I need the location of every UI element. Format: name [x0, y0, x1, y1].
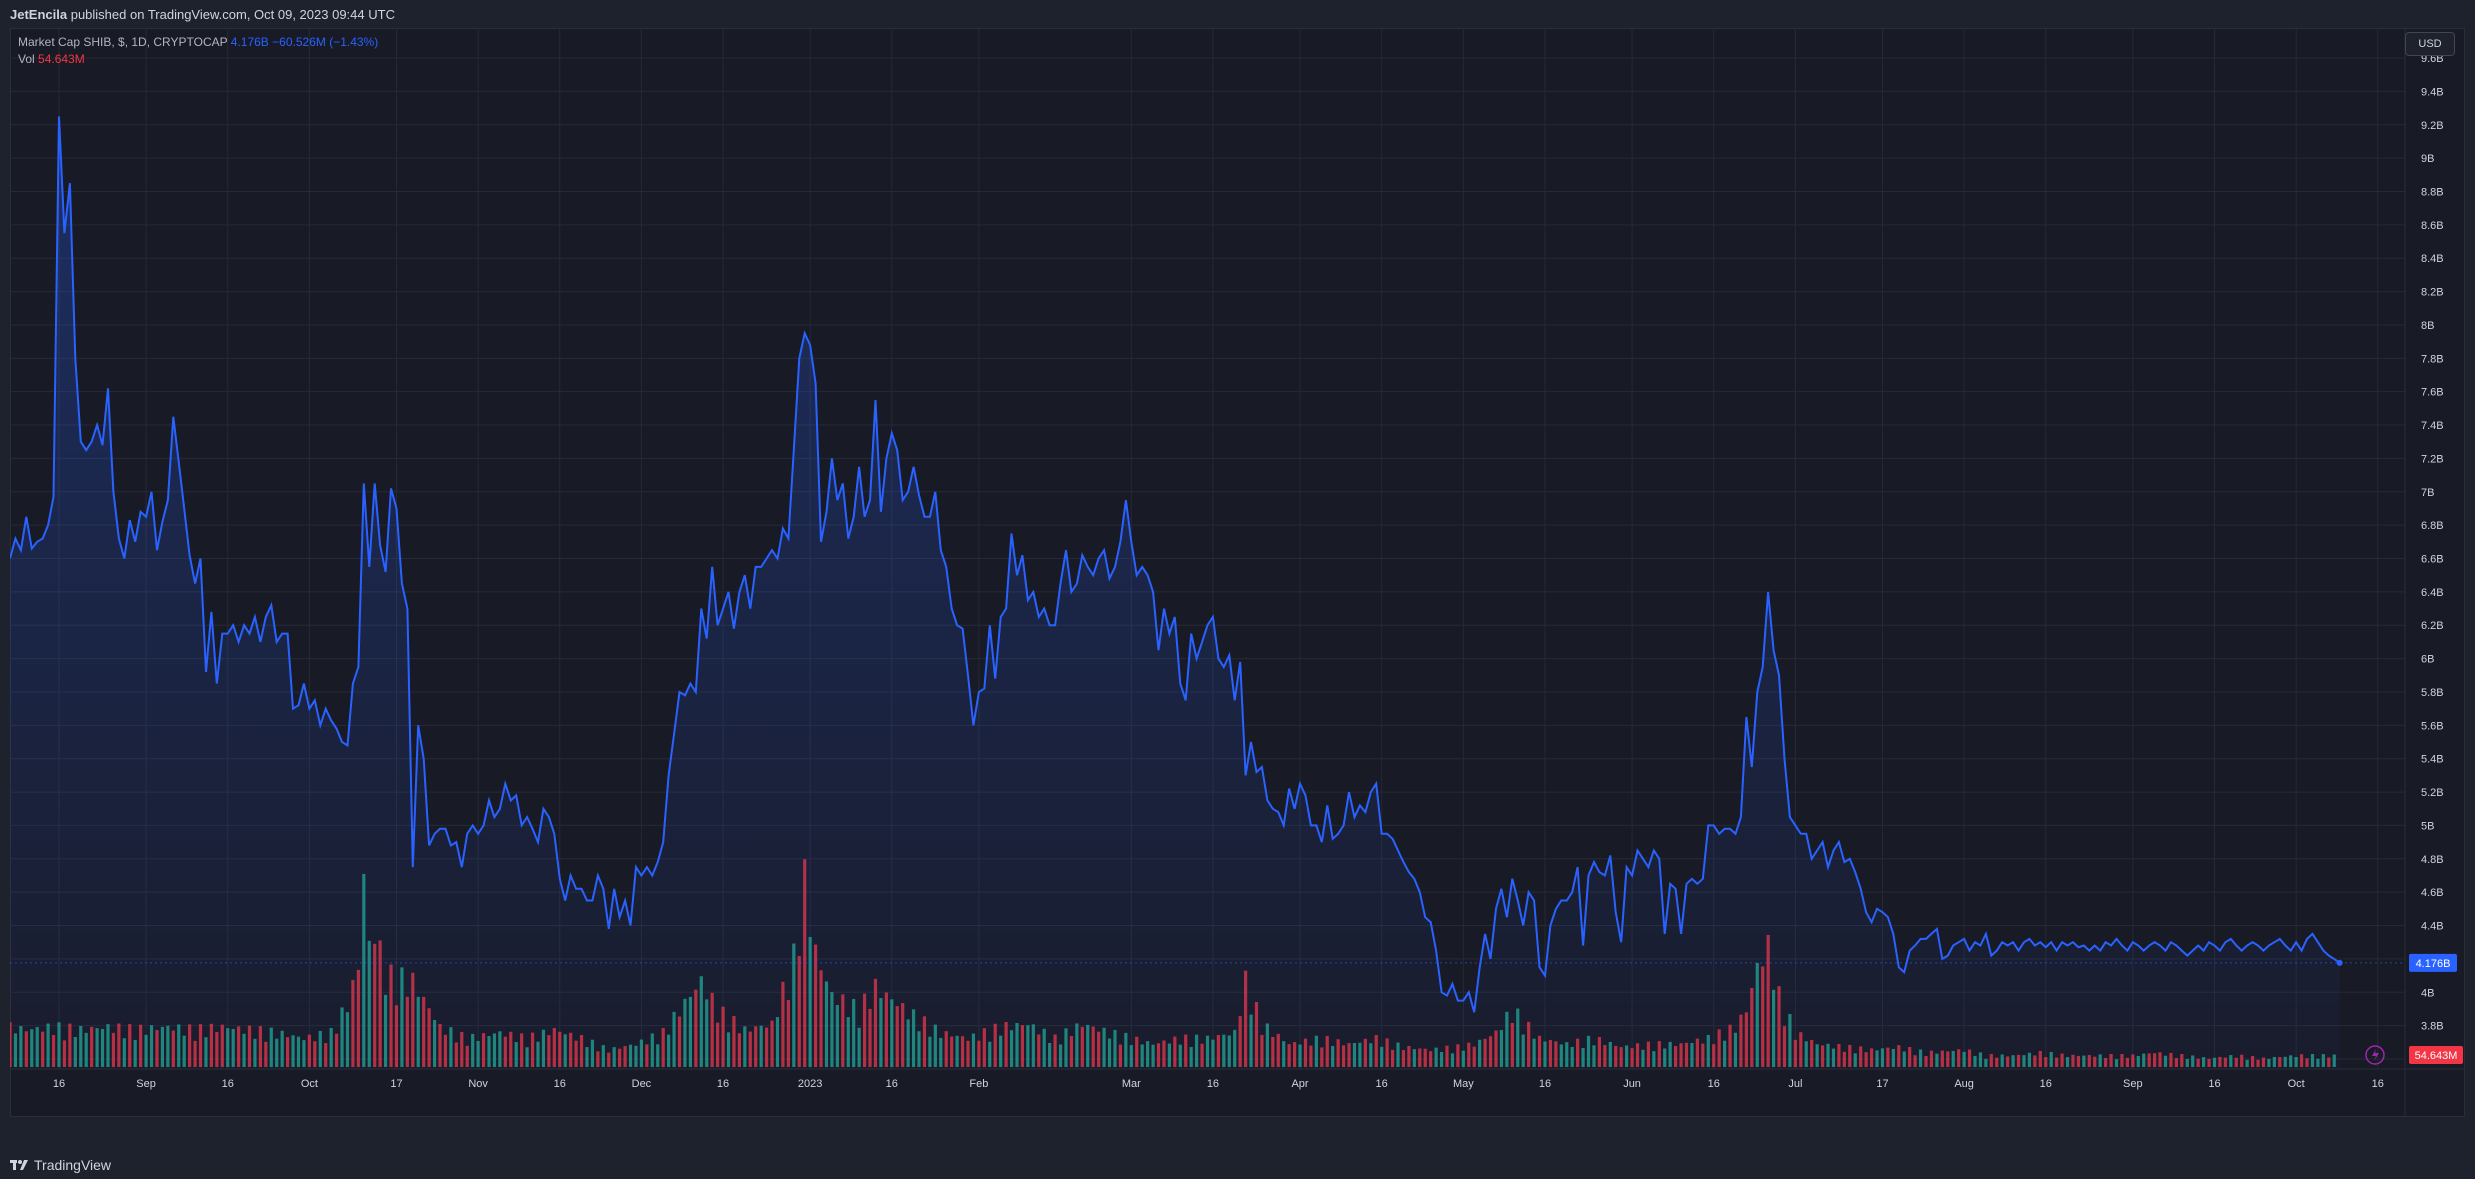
x-tick-label: 16	[222, 1078, 234, 1090]
header-bar: JetEncila published on TradingView.com, …	[0, 0, 2475, 28]
y-tick-label: 5.4B	[2421, 754, 2444, 766]
x-tick-label: Jul	[1788, 1078, 1802, 1090]
x-tick-label: Nov	[468, 1078, 488, 1090]
tradingview-logo-icon	[10, 1160, 28, 1170]
publish-info: JetEncila published on TradingView.com, …	[10, 7, 395, 22]
price-area	[10, 116, 2340, 1069]
y-tick-label: 6.2B	[2421, 620, 2444, 632]
x-tick-label: 16	[53, 1078, 65, 1090]
x-tick-label: Mar	[1122, 1078, 1141, 1090]
y-tick-label: 6.8B	[2421, 520, 2444, 532]
y-tick-label: 7.8B	[2421, 353, 2444, 365]
lightning-glyph	[2372, 1049, 2379, 1061]
published-text: published on TradingView.com, Oct 09, 20…	[70, 7, 395, 22]
y-tick-label: 8.2B	[2421, 287, 2444, 299]
y-tick-label: 8.6B	[2421, 220, 2444, 232]
x-tick-label: 16	[2208, 1078, 2220, 1090]
y-tick-label: 9.2B	[2421, 120, 2444, 132]
x-tick-label: 16	[717, 1078, 729, 1090]
x-tick-label: 16	[886, 1078, 898, 1090]
brand-name: TradingView	[34, 1157, 112, 1173]
y-tick-label: 6B	[2421, 654, 2434, 666]
y-tick-label: 6.4B	[2421, 587, 2444, 599]
x-tick-label: 16	[1376, 1078, 1388, 1090]
x-tick-label: Feb	[969, 1078, 988, 1090]
legend-last-value: 4.176B	[230, 35, 269, 49]
x-tick-label: 16	[2040, 1078, 2052, 1090]
y-tick-label: 4.4B	[2421, 921, 2444, 933]
x-tick-label: 16	[554, 1078, 566, 1090]
y-tick-label: 8B	[2421, 320, 2434, 332]
y-tick-label: 5B	[2421, 820, 2434, 832]
x-tick-label: 17	[1876, 1078, 1888, 1090]
author-name[interactable]: JetEncila	[10, 7, 68, 22]
legend: Market Cap SHIB, $, 1D, CRYPTOCAP 4.176B…	[18, 34, 378, 68]
x-tick-label: 17	[390, 1078, 402, 1090]
last-volume-label-bg	[2409, 1046, 2463, 1064]
last-volume-label: 54.643M	[2415, 1050, 2458, 1062]
x-tick-label: 2023	[798, 1078, 822, 1090]
x-tick-label: Jun	[1623, 1078, 1641, 1090]
y-tick-label: 8.4B	[2421, 253, 2444, 265]
y-tick-label: 8.8B	[2421, 186, 2444, 198]
y-tick-label: 6.6B	[2421, 554, 2444, 566]
lightning-icon	[2365, 1045, 2385, 1065]
x-tick-label: Sep	[2123, 1078, 2143, 1090]
legend-vol-row: Vol 54.643M	[18, 51, 378, 68]
price-chart[interactable]: 9.6B 9.4B 9.2B 9B 8.8B 8.6B 8.4B 8.2B 8B 7.8B 7.6B…	[10, 28, 2465, 1117]
last-price-label-bg	[2409, 953, 2457, 972]
legend-change: −60.526M (−1.43%)	[272, 35, 379, 49]
x-tick-label: 16	[1207, 1078, 1219, 1090]
last-price-dot	[2336, 959, 2343, 966]
y-tick-label: 7.2B	[2421, 453, 2444, 465]
legend-symbol[interactable]: Market Cap SHIB, $, 1D, CRYPTOCAP	[18, 35, 228, 49]
x-tick-label: Dec	[632, 1078, 652, 1090]
y-tick-label: 5.6B	[2421, 720, 2444, 732]
y-tick-label: 7.6B	[2421, 387, 2444, 399]
y-tick-label: 3.8B	[2421, 1021, 2444, 1033]
y-tick-label: 9.6B	[2421, 53, 2444, 65]
legend-vol-value: 54.643M	[38, 52, 85, 66]
x-tick-label: 16	[1708, 1078, 1720, 1090]
x-tick-label: Oct	[301, 1078, 318, 1090]
y-tick-label: 5.8B	[2421, 687, 2444, 699]
y-tick-label: 4.6B	[2421, 887, 2444, 899]
footer: TradingView	[0, 1150, 2475, 1179]
x-tick-label: 16	[1539, 1078, 1551, 1090]
y-tick-label: 7.4B	[2421, 420, 2444, 432]
legend-main-row: Market Cap SHIB, $, 1D, CRYPTOCAP 4.176B…	[18, 34, 378, 51]
last-price-label: 4.176B	[2416, 958, 2451, 970]
x-tick-label: 16	[2372, 1078, 2384, 1090]
y-tick-label: 4.8B	[2421, 854, 2444, 866]
price-line	[10, 116, 2341, 1013]
tradingview-logo[interactable]: TradingView	[10, 1157, 111, 1173]
y-tick-label: 7B	[2421, 487, 2434, 499]
y-tick-label: 9B	[2421, 153, 2434, 165]
x-tick-label: Apr	[1291, 1078, 1308, 1090]
x-tick-label: Oct	[2288, 1078, 2305, 1090]
x-tick-label: Aug	[1954, 1078, 1974, 1090]
y-tick-label: 5.2B	[2421, 787, 2444, 799]
y-tick-label: 4B	[2421, 987, 2434, 999]
currency-button[interactable]: USD	[2405, 32, 2455, 56]
y-tick-label: 9.4B	[2421, 86, 2444, 98]
x-tick-label: Sep	[136, 1078, 156, 1090]
x-tick-label: May	[1453, 1078, 1474, 1090]
legend-vol-label[interactable]: Vol	[18, 52, 35, 66]
